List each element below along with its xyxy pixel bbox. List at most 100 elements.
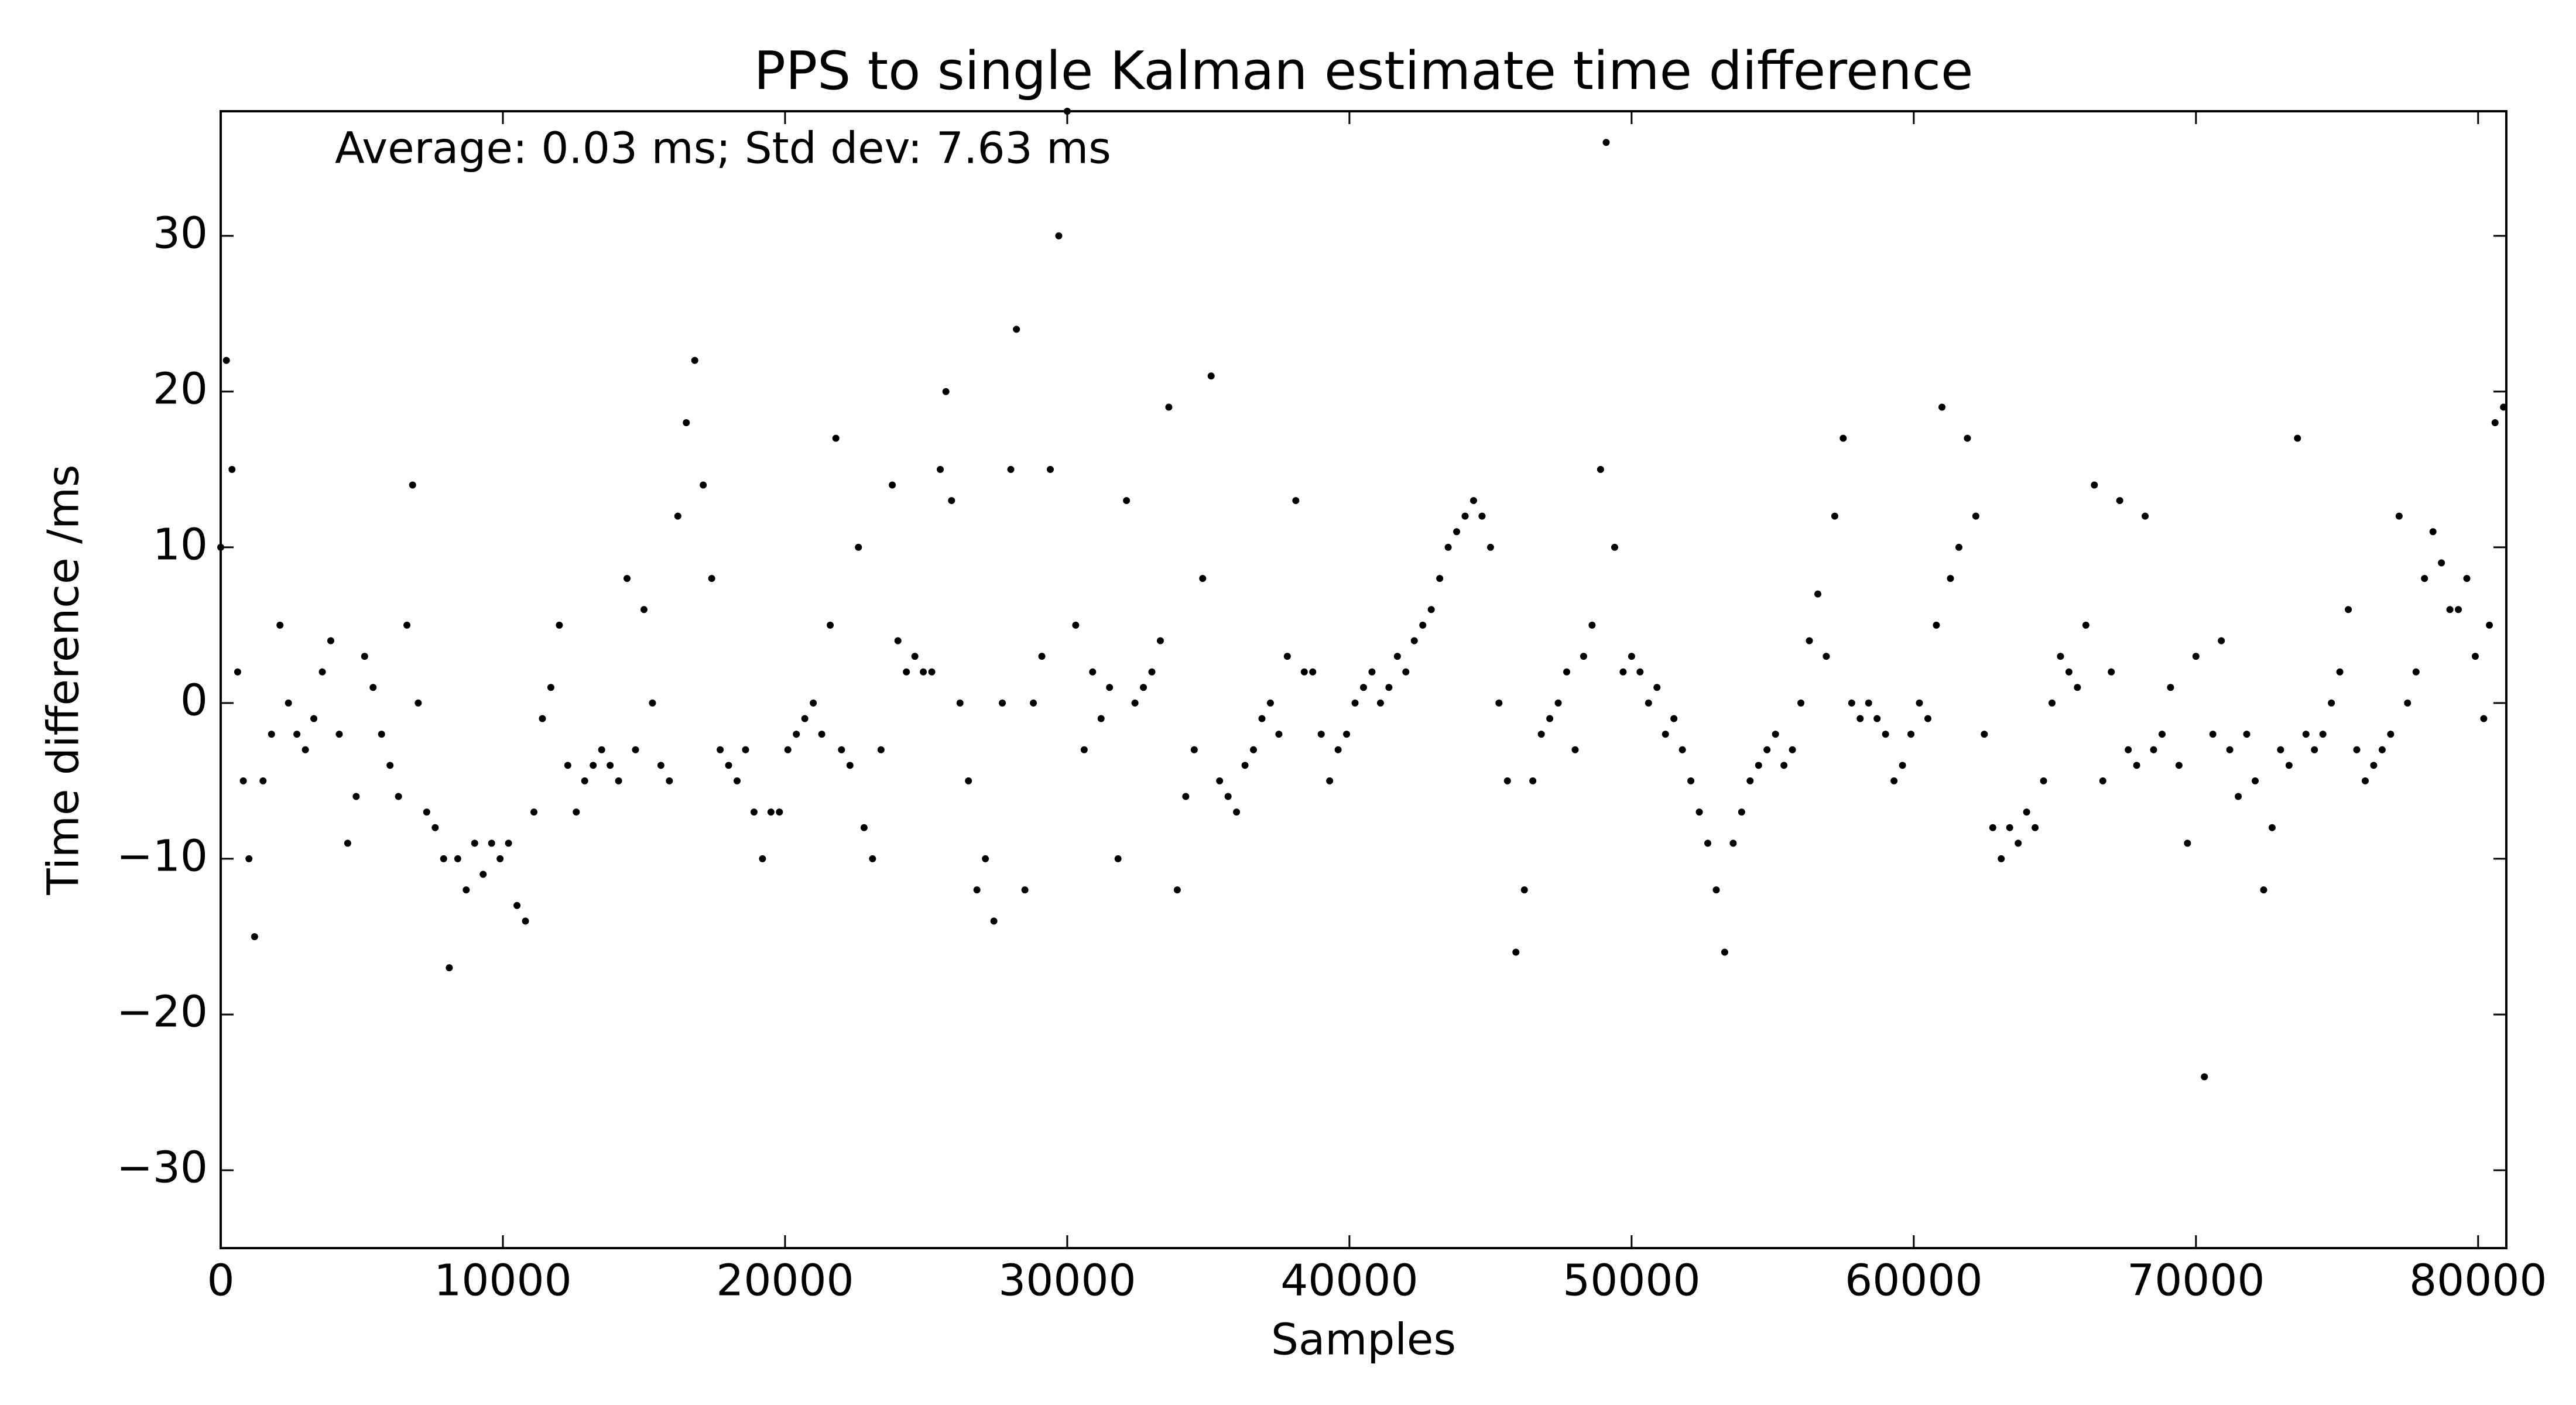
data-point bbox=[965, 777, 972, 784]
data-point bbox=[1495, 699, 1503, 707]
data-point bbox=[1653, 684, 1661, 691]
data-point bbox=[877, 746, 885, 753]
data-point bbox=[2074, 684, 2081, 691]
x-tick-label: 10000 bbox=[434, 1256, 571, 1306]
data-point bbox=[1131, 699, 1139, 707]
data-point bbox=[1436, 575, 1444, 582]
data-point bbox=[2260, 886, 2267, 894]
data-point bbox=[942, 388, 950, 395]
data-point bbox=[423, 808, 430, 816]
x-tick-label: 30000 bbox=[998, 1256, 1136, 1306]
data-point bbox=[776, 808, 783, 816]
data-point bbox=[928, 668, 936, 676]
data-point bbox=[2158, 731, 2166, 738]
data-point bbox=[1602, 139, 1610, 146]
data-point bbox=[1763, 746, 1771, 753]
y-tick-label: 0 bbox=[180, 675, 208, 725]
data-point bbox=[1755, 762, 1762, 769]
data-point bbox=[2311, 746, 2318, 753]
data-point bbox=[1326, 777, 1334, 784]
data-point bbox=[1258, 715, 1266, 722]
data-point bbox=[1636, 668, 1644, 676]
data-point bbox=[2421, 575, 2428, 582]
data-point bbox=[784, 746, 792, 753]
data-point bbox=[1114, 855, 1122, 862]
data-point bbox=[440, 855, 447, 862]
data-point bbox=[2049, 699, 2056, 707]
data-point bbox=[479, 871, 487, 878]
data-point bbox=[2345, 606, 2352, 614]
data-point bbox=[454, 855, 461, 862]
data-point bbox=[948, 497, 955, 505]
data-point bbox=[734, 777, 741, 784]
data-point bbox=[1292, 497, 1300, 505]
data-point bbox=[1721, 948, 1728, 956]
data-point bbox=[1916, 699, 1923, 707]
data-point bbox=[1611, 543, 1618, 551]
data-point bbox=[259, 777, 267, 784]
data-point bbox=[2201, 1073, 2208, 1081]
data-point bbox=[742, 746, 749, 753]
data-point bbox=[2455, 606, 2462, 614]
data-point bbox=[488, 839, 495, 847]
data-point bbox=[2226, 746, 2234, 753]
data-point bbox=[708, 575, 715, 582]
data-point bbox=[649, 699, 656, 707]
data-point bbox=[2235, 793, 2242, 800]
data-point bbox=[1678, 746, 1686, 753]
data-point bbox=[2353, 746, 2361, 753]
data-point bbox=[1588, 621, 1596, 629]
data-point bbox=[1571, 746, 1579, 753]
data-point bbox=[838, 746, 845, 753]
data-point bbox=[2082, 621, 2089, 629]
data-point bbox=[1309, 668, 1317, 676]
data-point bbox=[2023, 808, 2030, 816]
data-point bbox=[2167, 684, 2174, 691]
data-point bbox=[2395, 512, 2403, 520]
data-point bbox=[1241, 762, 1249, 769]
x-tick-label: 70000 bbox=[2127, 1256, 2265, 1306]
data-point bbox=[1021, 886, 1029, 894]
data-point bbox=[590, 762, 597, 769]
data-point bbox=[228, 465, 236, 473]
data-point bbox=[1148, 668, 1156, 676]
data-point bbox=[846, 762, 854, 769]
data-point bbox=[607, 762, 614, 769]
data-point bbox=[2370, 762, 2378, 769]
data-point bbox=[1546, 715, 1554, 722]
data-point bbox=[990, 917, 998, 925]
data-point bbox=[327, 637, 334, 645]
data-point bbox=[2150, 746, 2157, 753]
data-point bbox=[2133, 762, 2140, 769]
data-point bbox=[310, 715, 318, 722]
data-point bbox=[2486, 621, 2493, 629]
data-point bbox=[810, 699, 817, 707]
data-point bbox=[1063, 108, 1071, 115]
y-axis-label: Time difference /ms bbox=[39, 464, 89, 895]
data-point bbox=[1662, 731, 1669, 738]
data-point bbox=[2277, 746, 2284, 753]
data-point bbox=[2116, 497, 2123, 505]
x-tick-label: 0 bbox=[207, 1256, 234, 1306]
data-point bbox=[640, 606, 648, 614]
data-point bbox=[539, 715, 546, 722]
data-point bbox=[2243, 731, 2250, 738]
data-point bbox=[999, 699, 1006, 707]
data-point bbox=[1266, 699, 1274, 707]
x-axis-label: Samples bbox=[1271, 1315, 1456, 1365]
data-point bbox=[903, 668, 910, 676]
data-point bbox=[1461, 512, 1469, 520]
data-point bbox=[691, 357, 698, 364]
data-point bbox=[2412, 668, 2420, 676]
data-point bbox=[378, 731, 385, 738]
data-point bbox=[1890, 777, 1898, 784]
data-point bbox=[855, 543, 862, 551]
data-point bbox=[1712, 886, 1720, 894]
data-point bbox=[1097, 715, 1105, 722]
data-point bbox=[352, 793, 360, 800]
data-point bbox=[615, 777, 622, 784]
data-point bbox=[344, 839, 351, 847]
data-point bbox=[1013, 325, 1020, 333]
